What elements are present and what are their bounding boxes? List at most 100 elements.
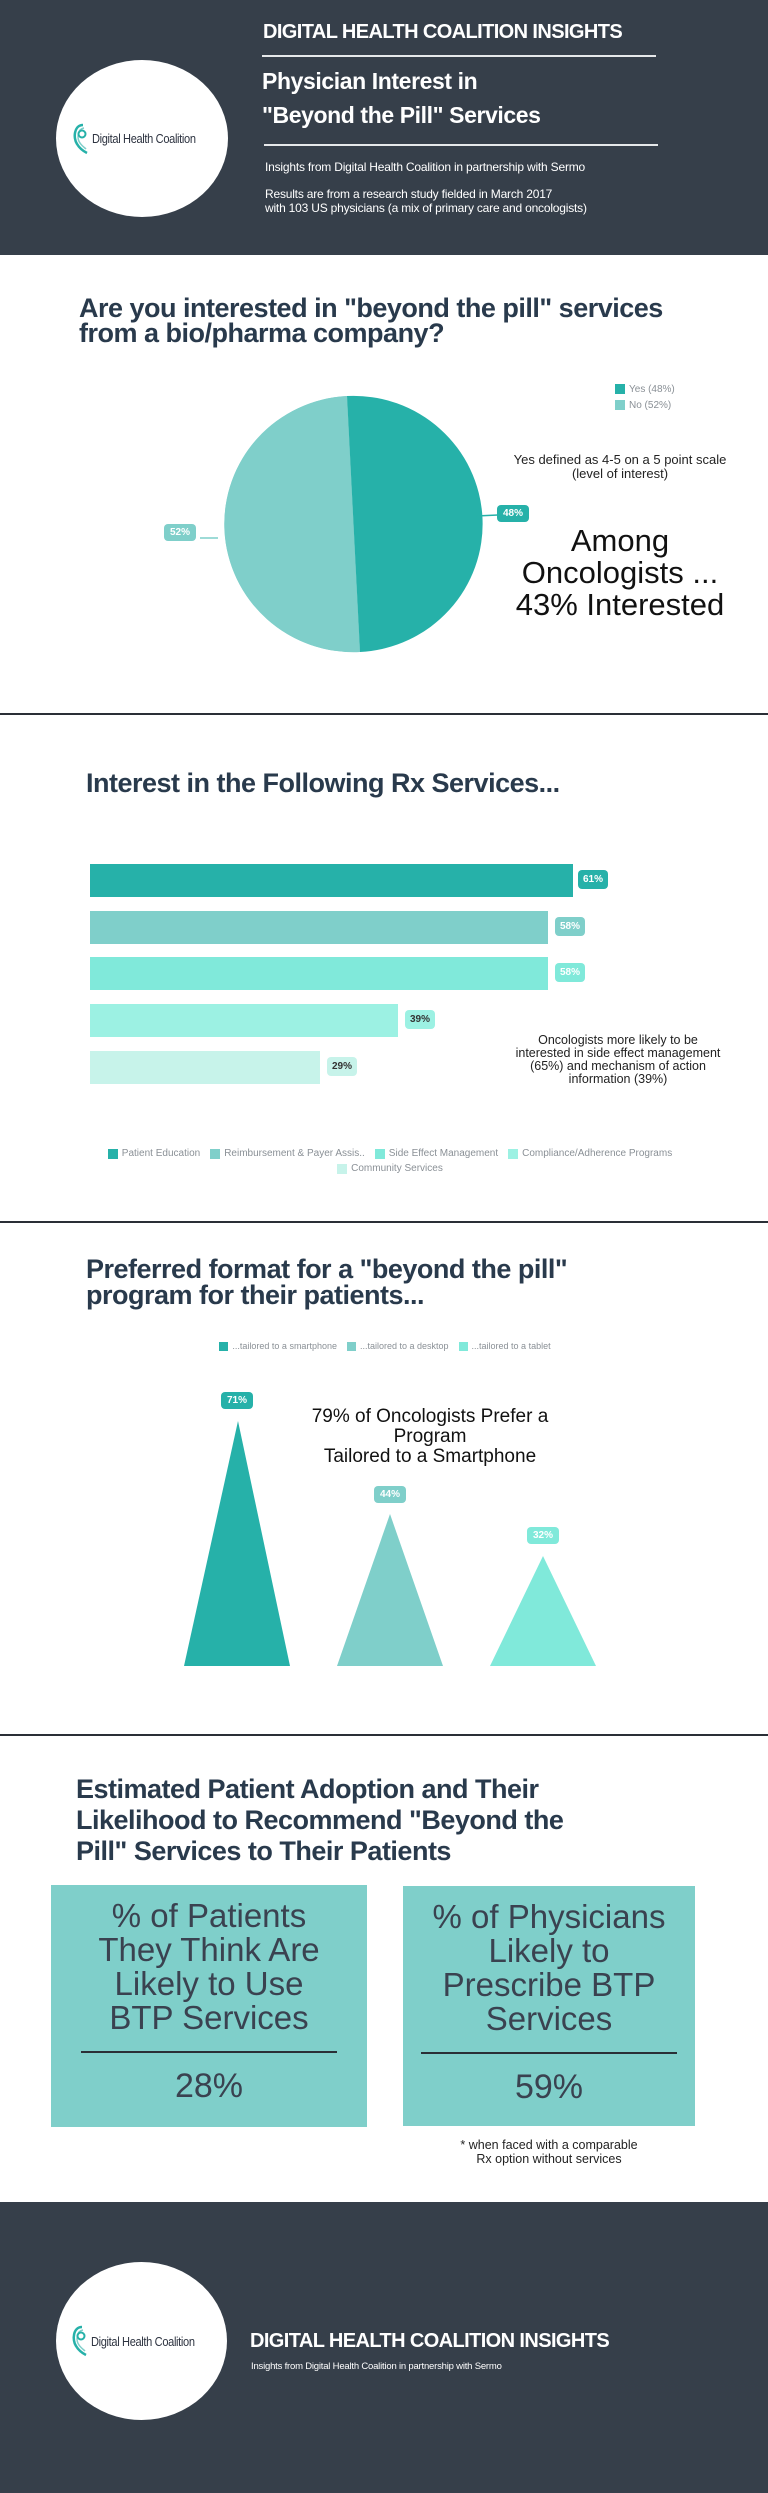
header-logo: Digital Health Coalition [71,122,214,156]
header-title-line1: Physician Interest in [262,68,478,94]
bar-note-line3: (65%) and mechanism of action [530,1059,706,1073]
pie-legend: Yes (48%) No (52%) [615,381,675,413]
legend-item-community[interactable]: Community Services [337,1163,443,1174]
legend-swatch [219,1341,229,1351]
bar-community[interactable] [90,1051,320,1084]
section-divider-3 [0,1734,768,1736]
section4-title-line3: Pill" Services to Their Patients [76,1836,451,1866]
section3-title-line1: Preferred format for a "beyond the pill" [86,1254,568,1284]
pie-leader-yes [475,514,499,517]
triangle-value-desktop: 44% [374,1486,407,1503]
header-rule-bottom [264,144,658,146]
section4-title-line1: Estimated Patient Adoption and Their [76,1774,539,1804]
smartphone-callout-line2: Tailored to a Smartphone [323,1446,537,1467]
header-study-line1: Results are from a research study fielde… [265,187,553,201]
physicians-stat-value: 59% [514,2068,584,2106]
triangle-value-tablet: 32% [527,1527,560,1544]
box2-line4: Services [485,2000,613,2037]
triangle-tablet[interactable] [490,1556,596,1666]
legend-label: Compliance/Adherence Programs [522,1148,673,1159]
section3-title-line2: program for their patients... [86,1280,425,1310]
footer-brand-title: DIGITAL HEALTH COALITION INSIGHTS [250,2330,610,2352]
legend-item-reimbursement[interactable]: Reimbursement & Payer Assis.. [210,1148,365,1159]
legend-item-compliance[interactable]: Compliance/Adherence Programs [508,1148,672,1159]
box2-line3: Prescribe BTP [442,1966,656,2003]
callout-line2: Oncologists ... [521,555,719,590]
legend-swatch [374,1148,385,1159]
callout-line3: 43% Interested [515,587,725,622]
legend-swatch [508,1148,519,1159]
section1-title-line1: Are you interested in "beyond the pill" … [79,293,663,323]
legend-item-patient-education[interactable]: Patient Education [107,1148,200,1159]
bar-note: Oncologists more likely to be interested… [483,1034,753,1086]
callout-line1: Among [570,523,670,558]
footer-logo: Digital Health Coalition [70,2324,213,2358]
legend-item-side-effect[interactable]: Side Effect Management [374,1148,499,1159]
legend-label: Reimbursement & Payer Assis.. [224,1148,365,1159]
footer-subtitle: Insights from Digital Health Coalition i… [251,2361,502,2372]
bar-note-line2: interested in side effect management [515,1046,721,1060]
swirl-logo-icon [73,123,88,154]
section-divider-2 [0,1221,768,1223]
footnote-line1: * when faced with a comparable [460,2138,638,2152]
header-logo-text: Digital Health Coalition [91,131,196,146]
legend-swatch [346,1341,356,1351]
bar-value-side-effect: 58% [555,963,586,982]
bar-compliance[interactable] [90,1004,398,1037]
pie-label-yes: 48% [497,505,530,522]
footer-logo-circle: Digital Health Coalition [56,2262,227,2420]
footnote-line2: Rx option without services [476,2152,622,2166]
physicians-footnote: * when faced with a comparable Rx option… [403,2138,695,2166]
triangle-desktop[interactable] [337,1514,443,1666]
legend-swatch [210,1148,221,1159]
box1-line3: Likely to Use [114,1965,304,2002]
legend-item-tablet[interactable]: ...tailored to a tablet [458,1341,551,1351]
bar-note-line1: Oncologists more likely to be [538,1033,698,1047]
footer-logo-text: Digital Health Coalition [91,2333,195,2349]
legend-label-yes: Yes (48%) [629,383,675,395]
legend-label-no: No (52%) [629,399,672,411]
bar-value-compliance: 39% [405,1010,436,1029]
header-brand-title: DIGITAL HEALTH COALITION INSIGHTS [263,21,623,43]
legend-label: Side Effect Management [388,1148,499,1159]
pie-note-line2: (level of interest) [571,466,669,481]
triangle-smartphone[interactable] [184,1421,290,1666]
pie-slice-yes[interactable] [347,395,483,652]
bar-value-community: 29% [327,1057,358,1076]
box1-line2: They Think Are [98,1931,320,1968]
legend-swatch [337,1163,348,1174]
patients-stat-label: % of Patients They Think Are Likely to U… [51,1885,367,2035]
box1-line1: % of Patients [111,1897,307,1934]
bar-value-reimbursement: 58% [555,917,586,936]
section4-title-line2: Likelihood to Recommend "Beyond the [76,1805,564,1835]
pie-label-no: 52% [164,524,197,541]
legend-label: ...tailored to a tablet [471,1341,551,1351]
legend-item-yes[interactable]: Yes (48%) [615,381,675,397]
legend-item-smartphone[interactable]: ...tailored to a smartphone [219,1341,337,1351]
bar-side-effect[interactable] [90,957,548,990]
triangle-chart [184,1421,596,1666]
section1-title-line2: from a bio/pharma company? [79,318,445,348]
pie-note: Yes defined as 4-5 on a 5 point scale (l… [480,453,760,481]
box1-line4: BTP Services [109,1999,309,2036]
swirl-logo-icon [72,2325,87,2357]
legend-swatch [458,1341,468,1351]
patients-stat-value: 28% [174,2067,244,2105]
smartphone-callout: 79% of Oncologists Prefer a Program Tail… [280,1407,580,1467]
physicians-stat-label: % of Physicians Likely to Prescribe BTP … [403,1886,695,2036]
header-rule-top [262,55,656,57]
triangle-value-smartphone: 71% [221,1392,254,1409]
header-subtitle: Insights from Digital Health Coalition i… [265,160,586,174]
legend-item-no[interactable]: No (52%) [615,397,675,413]
bar-patient-education[interactable] [90,864,573,897]
box1-rule [81,2051,337,2053]
pie-note-line1: Yes defined as 4-5 on a 5 point scale [513,452,727,467]
header-study-line2: with 103 US physicians (a mix of primary… [265,201,587,215]
patients-stat-box: % of Patients They Think Are Likely to U… [51,1885,367,2127]
legend-item-desktop[interactable]: ...tailored to a desktop [346,1341,449,1351]
format-legend: ...tailored to a smartphone ...tailored … [150,1341,620,1351]
box2-line1: % of Physicians [432,1898,666,1935]
bar-reimbursement[interactable] [90,911,548,944]
pie-slice-no-left[interactable] [224,396,360,653]
section2-title: Interest in the Following Rx Services... [86,768,560,798]
